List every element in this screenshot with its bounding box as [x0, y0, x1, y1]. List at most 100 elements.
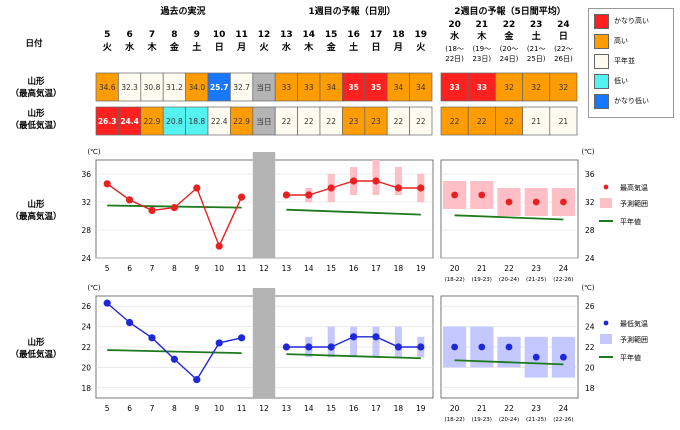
min-xtick: 12 — [259, 404, 269, 413]
week2-min-temp-cell — [440, 106, 469, 136]
legend-swatch-normal — [594, 54, 609, 69]
date-number: 17 — [370, 30, 383, 40]
legend-swatch-very-low — [594, 94, 609, 109]
min-forecast-point — [394, 343, 402, 351]
max-temp-value: 35 — [371, 83, 381, 92]
min-xtick: 6 — [127, 404, 132, 413]
max-week2-xtick-range: (22-26) — [553, 277, 573, 283]
date-number: 6 — [126, 30, 132, 40]
max-temp-value: 34.0 — [188, 83, 205, 92]
max-ytick-right: 24 — [585, 254, 595, 263]
date-weekday: 火 — [259, 42, 269, 53]
max-week2-xtick-range: (19-23) — [472, 277, 492, 283]
max-temp-value: 25.7 — [210, 83, 229, 92]
min-temp-cell — [409, 106, 433, 136]
min-temp-value: 23 — [371, 117, 381, 126]
min-xtick: 13 — [282, 404, 292, 413]
max-temp-value: 34 — [416, 83, 426, 92]
min-week2-point — [478, 343, 486, 351]
section-past-title: 過去の実況 — [159, 5, 205, 17]
min-xtick: 9 — [194, 404, 199, 413]
date-number: 12 — [258, 30, 271, 40]
date-number: 15 — [325, 30, 338, 40]
legend-label-very-low: かなり低い — [614, 97, 649, 105]
min-ytick-left: 22 — [81, 343, 91, 352]
min-temp-value: 22 — [326, 117, 336, 126]
min-xtick: 8 — [172, 404, 177, 413]
date-weekday: 火 — [416, 42, 426, 53]
max-temp-value: 33 — [304, 83, 314, 92]
min-temp-value: 23 — [349, 117, 359, 126]
min-week2-xtick: 21 — [477, 404, 487, 413]
date-weekday: 水 — [125, 41, 135, 53]
max-today-band — [252, 152, 276, 258]
min-observed-point — [126, 318, 134, 327]
min-week2-xtick-range: (22-26) — [553, 417, 573, 423]
min-temp-value: 24.4 — [120, 117, 139, 126]
max-ytick-left: 28 — [81, 226, 91, 235]
max-ytick-right: 36 — [585, 170, 595, 179]
max-xtick: 11 — [237, 264, 247, 273]
min-today-band — [252, 288, 276, 398]
week2-date-range-start: (18～ — [445, 45, 464, 53]
week2-max-temp-cell — [522, 72, 551, 102]
min-forecast-point — [327, 343, 335, 351]
week2-date-range-start: (19～ — [472, 45, 491, 53]
max-chart-label-city: 山形 — [27, 199, 45, 210]
min-legend-normal-label: 平年値 — [620, 353, 641, 362]
max-ytick-right: 32 — [585, 198, 595, 207]
legend-swatch-very-high — [594, 14, 609, 29]
week2-max-temp-cell — [495, 72, 523, 102]
max-forecast-point — [394, 184, 402, 192]
min-legend-range-marker — [600, 334, 612, 344]
max-legend-point-marker — [603, 184, 609, 190]
week2-date-range-start: (20～ — [500, 45, 519, 53]
week2-date-weekday: 木 — [476, 30, 487, 42]
min-week2-xtick: 22 — [504, 404, 514, 413]
max-observed-point — [103, 180, 111, 188]
min-forecast-range-bar — [372, 326, 380, 358]
week2-max-temp-cell — [549, 72, 578, 102]
date-number: 16 — [347, 30, 360, 40]
min-chart-label-type: （最低気温） — [10, 349, 61, 360]
max-week2-point — [532, 198, 540, 206]
min-ytick-right: 20 — [585, 363, 595, 372]
max-observed-point — [215, 242, 223, 250]
week2-date-range-start: (22～ — [554, 45, 573, 53]
date-number: 13 — [280, 30, 293, 40]
min-forecast-point — [282, 343, 290, 351]
min-week2-xtick-range: (19-23) — [472, 417, 492, 423]
max-forecast-point — [417, 184, 425, 192]
max-xtick: 14 — [304, 264, 314, 273]
min-normal-line-week2 — [454, 359, 564, 366]
max-week2-xtick-range: (20-24) — [499, 277, 519, 283]
max-xtick: 10 — [214, 264, 224, 273]
max-week2-xtick: 21 — [477, 264, 487, 273]
min-observed-point — [193, 376, 201, 384]
min-forecast-range-bar — [350, 326, 358, 358]
week2-max-temp-cell — [467, 72, 496, 102]
row-label-date: 日付 — [25, 38, 43, 49]
min-week2-xtick-range: (21-25) — [526, 417, 546, 423]
date-number: 11 — [235, 30, 248, 40]
legend-label-normal: 平年並 — [614, 57, 635, 65]
max-week2-xtick: 23 — [531, 264, 541, 273]
date-weekday: 水 — [282, 41, 292, 53]
week2-date-range-start: (21～ — [527, 45, 546, 53]
min-xtick: 14 — [304, 404, 314, 413]
max-legend-range-marker — [600, 198, 612, 208]
row-label-min-city: 山形 — [27, 108, 45, 119]
min-forecast-point — [350, 333, 358, 341]
date-weekday: 月 — [236, 42, 246, 53]
min-observed-point — [148, 334, 156, 342]
min-observed-point — [238, 334, 246, 342]
section-week2-title: 2週目の予報（5日間平均） — [454, 5, 566, 17]
max-temp-value: 31.2 — [166, 83, 183, 92]
min-temp-value: 22 — [394, 117, 404, 126]
week2-min-temp-value: 21 — [559, 117, 569, 126]
max-xtick: 13 — [282, 264, 292, 273]
max-week2-xtick: 22 — [504, 264, 514, 273]
date-number: 7 — [149, 30, 155, 40]
week2-min-temp-value: 22 — [477, 117, 487, 126]
max-temp-value: 34 — [326, 83, 336, 92]
